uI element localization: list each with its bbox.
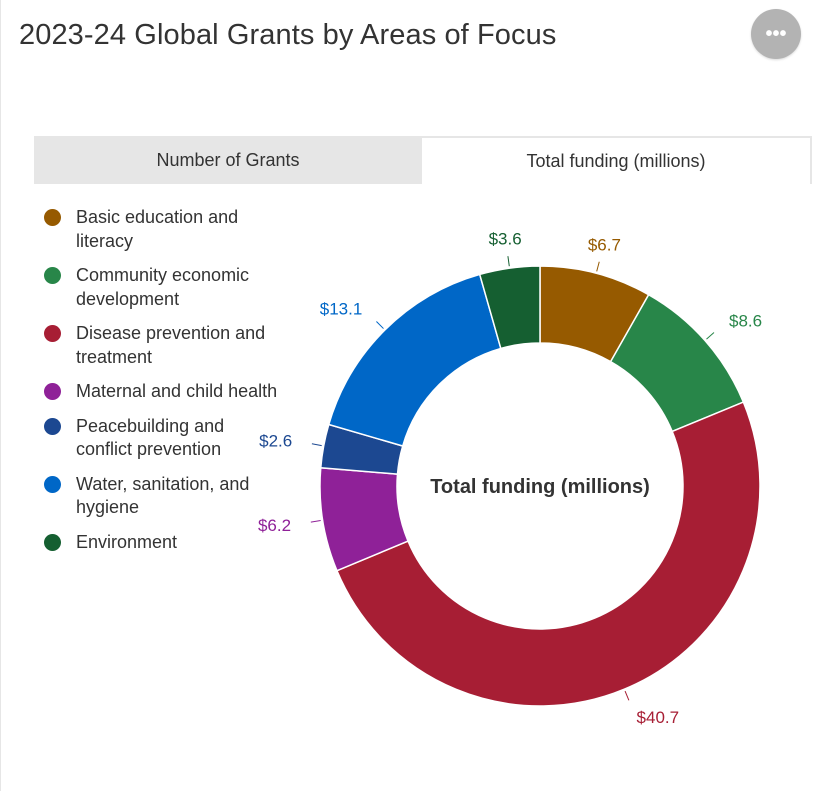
donut-slice[interactable] (478, 265, 541, 350)
legend-swatch (44, 267, 61, 284)
legend-swatch (44, 325, 61, 342)
legend-label: Maternal and child health (76, 381, 278, 401)
legend-label: Environment (76, 531, 178, 552)
tab-total-funding[interactable]: Total funding (millions) (422, 136, 812, 184)
data-label-connector (310, 520, 321, 523)
data-label-connector (706, 332, 715, 340)
page-title: 2023-24 Global Grants by Areas of Focus (19, 19, 557, 51)
legend-swatch (44, 475, 61, 493)
donut-center-label: Total funding (millions) (430, 476, 650, 498)
legend-item[interactable]: Environment (44, 531, 284, 555)
data-label-connector (507, 256, 510, 267)
legend-item[interactable]: Community economic development (44, 264, 284, 311)
legend-item[interactable]: Disease prevention and treatment (44, 322, 284, 369)
legend-label: Water, sanitation, and hygiene (76, 473, 250, 518)
legend-swatch (44, 417, 61, 435)
chart-legend: Basic education and literacy Community ec… (44, 206, 284, 565)
legend-item[interactable]: Water, sanitation, and hygiene (44, 473, 284, 520)
donut-slice[interactable] (335, 401, 761, 707)
data-label: $13.1 (320, 300, 363, 319)
chart-view-tabs: Number of Grants Total funding (millions… (34, 136, 812, 184)
data-label: $6.2 (258, 516, 291, 535)
data-label: $3.6 (489, 229, 522, 248)
data-label: $2.6 (259, 431, 292, 450)
legend-item[interactable]: Basic education and literacy (44, 206, 284, 253)
legend-swatch (44, 533, 61, 551)
ellipsis-icon: ••• (765, 23, 787, 45)
page-left-border (0, 0, 1, 791)
data-label-connector (624, 690, 630, 701)
tab-number-of-grants[interactable]: Number of Grants (156, 149, 300, 170)
data-label: $8.6 (729, 312, 762, 331)
data-label-connector (311, 443, 322, 447)
legend-label: Basic education and literacy (76, 207, 239, 251)
data-label: $40.7 (637, 708, 680, 727)
legend-swatch (44, 383, 61, 400)
legend-label: Peacebuilding and conflict prevention (76, 415, 225, 460)
legend-item[interactable]: Maternal and child health (44, 380, 284, 404)
legend-label: Community economic development (76, 265, 250, 309)
data-label-connector (376, 321, 384, 329)
more-options-button[interactable]: ••• (751, 9, 801, 59)
legend-label: Disease prevention and treatment (76, 323, 266, 367)
legend-swatch (44, 209, 61, 226)
legend-item[interactable]: Peacebuilding and conflict prevention (44, 415, 284, 462)
data-label: $6.7 (588, 235, 621, 254)
data-label-connector (596, 261, 600, 272)
